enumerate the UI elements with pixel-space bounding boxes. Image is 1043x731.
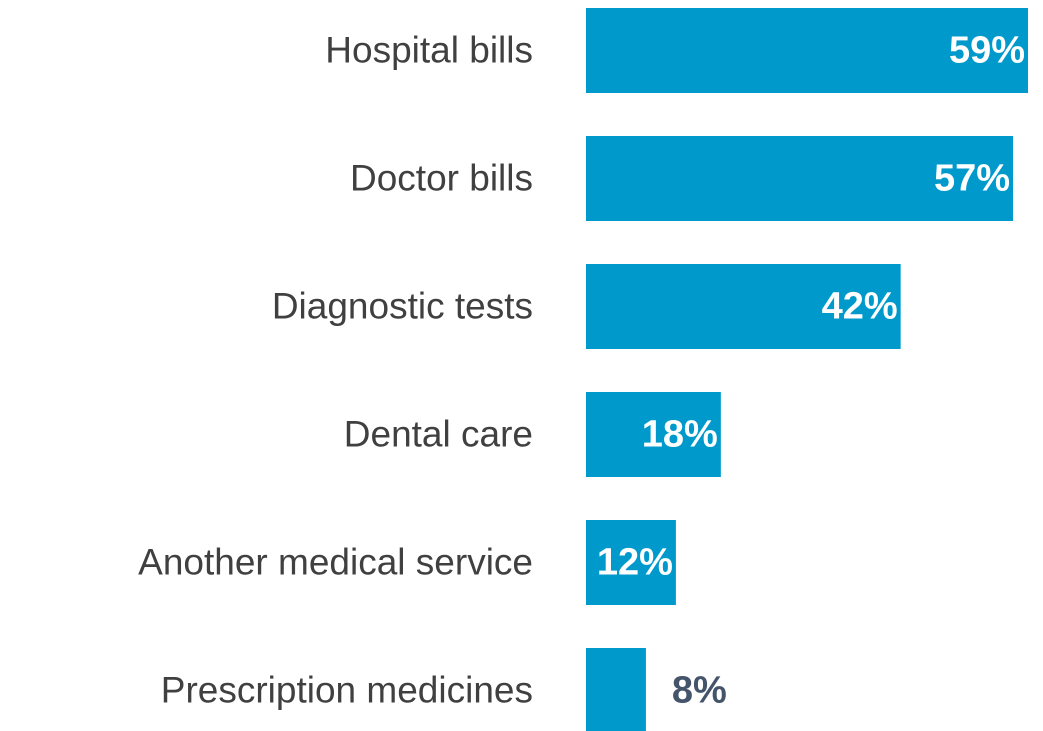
bar (586, 392, 721, 477)
category-label: Another medical service (138, 541, 533, 582)
bar (586, 136, 1014, 221)
bar (586, 264, 901, 349)
category-label: Diagnostic tests (272, 285, 533, 326)
category-label: Doctor bills (350, 157, 533, 198)
value-label: 42% (822, 286, 898, 328)
value-label: 57% (934, 158, 1010, 200)
value-label: 18% (642, 414, 718, 456)
value-label: 12% (597, 542, 673, 584)
category-label: Hospital bills (325, 29, 533, 70)
category-label: Dental care (344, 413, 533, 454)
value-label: 59% (949, 30, 1025, 72)
bar (586, 648, 646, 731)
value-label: 8% (672, 670, 727, 712)
bar (586, 520, 676, 605)
category-label: Prescription medicines (161, 669, 533, 710)
bar (586, 8, 1028, 93)
